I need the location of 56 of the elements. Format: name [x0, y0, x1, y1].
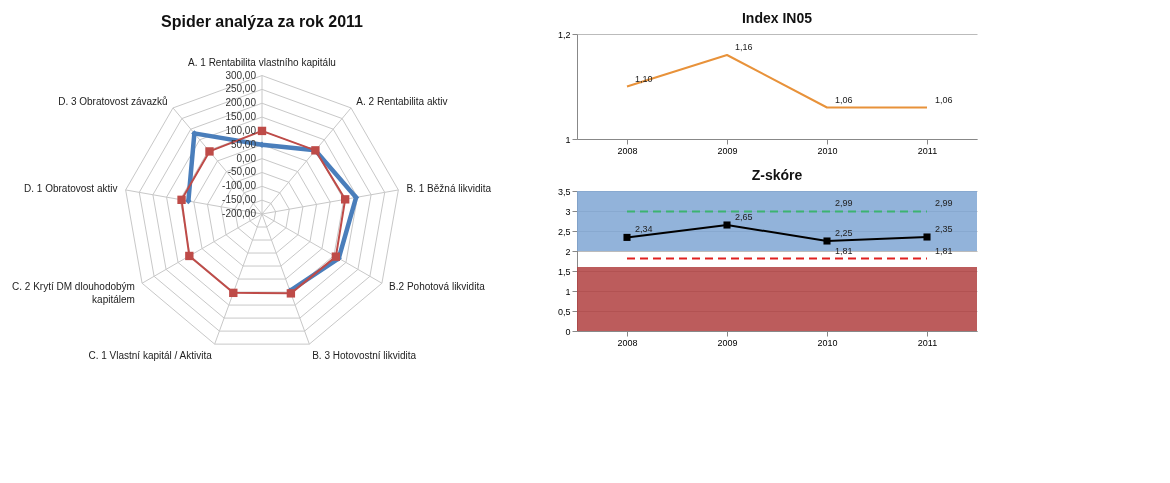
data-label: 2,65 [735, 212, 753, 222]
point [923, 233, 931, 241]
x-tick-label: 2010 [817, 145, 838, 156]
x-tick-label: 2008 [617, 145, 638, 156]
y-tick-label: 1,5 [557, 266, 571, 277]
x-tick-label: 2008 [617, 337, 638, 348]
y-tick-label: -200,00 [222, 208, 257, 219]
y-tick-label: -100,00 [222, 180, 257, 192]
point [723, 221, 731, 229]
chart-title: Z-skóre [751, 167, 803, 183]
spoke-label: B. 1 Běžná likvidita [406, 182, 492, 194]
y-tick-label: 200,00 [225, 97, 257, 109]
x-tick-label: 2010 [817, 337, 838, 348]
x-tick-label: 2009 [717, 145, 738, 156]
y-tick-label: 1 [565, 134, 571, 145]
data-label: 1,10 [635, 73, 653, 84]
chart-title: Index IN05 [741, 10, 813, 26]
y-tick-label: 3 [565, 206, 571, 217]
y-tick-label: 2 [565, 246, 571, 257]
spoke-label: D. 3 Obratovost závazků [58, 95, 168, 107]
spoke-label: C. 2 Krytí DM dlouhodobým kapitálem [12, 281, 135, 306]
y-tick-label: 1 [565, 286, 571, 297]
x-tick-label: 2011 [917, 145, 938, 156]
data-label: 1,06 [935, 94, 953, 105]
spoke-label: C. 1 Vlastní kapitál / Aktivita [88, 350, 213, 362]
data-label: 1,81 [935, 245, 953, 256]
data-label: 2,34 [635, 224, 653, 235]
data-label: 2,99 [835, 198, 853, 209]
x-tick-label: 2009 [717, 337, 738, 348]
spoke-label: A. 2 Rentabilita aktiv [356, 95, 448, 107]
y-tick-label: 150,00 [225, 111, 257, 123]
chart-title: Spider analýza za rok 2011 [161, 13, 364, 30]
spoke-label: A. 1 Rentabilita vlastního kapitálu [188, 57, 336, 69]
data-label: 2,35 [935, 224, 953, 234]
data-label: 1,81 [835, 245, 853, 256]
y-tick-label: 3,5 [557, 186, 571, 197]
data-label: 1,16 [735, 42, 753, 52]
point [623, 233, 631, 241]
data-label: 2,25 [835, 228, 853, 238]
data-label: 2,99 [935, 198, 953, 209]
y-tick-label: 250,00 [225, 83, 257, 95]
y-tick-label: 0,00 [236, 152, 257, 164]
x-tick-label: 2011 [917, 337, 938, 348]
point [823, 237, 831, 245]
y-tick-label: 100,00 [225, 124, 257, 136]
y-tick-label: -150,00 [222, 194, 257, 206]
y-tick-label: 1,2 [557, 29, 571, 40]
y-tick-label: 0 [565, 326, 571, 337]
y-tick-label: 2,5 [557, 226, 571, 237]
spoke-label: B.2 Pohotová likvidita [389, 281, 486, 293]
data-label: 1,06 [835, 94, 853, 105]
y-tick-label: 0,5 [557, 306, 571, 317]
spoke-label: B. 3 Hotovostní likvidita [312, 350, 417, 362]
y-tick-label: 300,00 [225, 69, 257, 81]
spoke-label: D. 1 Obratovost aktiv [24, 182, 118, 194]
y-tick-label: -50,00 [227, 166, 257, 178]
